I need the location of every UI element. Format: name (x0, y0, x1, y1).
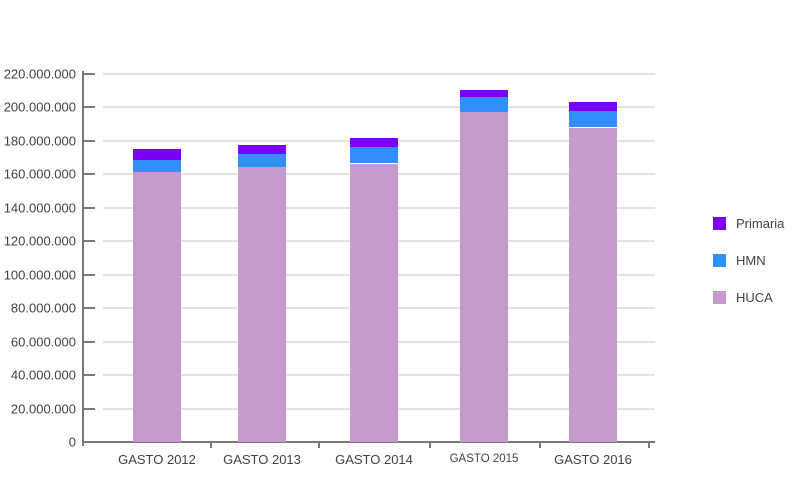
y-axis-tick (82, 173, 95, 176)
bar-segment-primaria-gasto-2013[interactable] (238, 145, 286, 155)
legend-label: HMN (736, 253, 766, 268)
y-axis-tick-label: 160.000.000 (3, 166, 76, 182)
y-axis-tick (82, 407, 95, 410)
legend-item-hmn: HMN (713, 254, 784, 267)
bar-segment-primaria-gasto-2014[interactable] (350, 138, 398, 147)
bar-segment-hmn-gasto-2015[interactable] (460, 97, 508, 112)
bar-segment-huca-gasto-2014[interactable] (350, 163, 398, 442)
x-axis-tick (429, 443, 431, 448)
y-axis-tick-label: 100.000.000 (3, 267, 76, 283)
primaria-swatch-icon (713, 217, 726, 230)
y-gridline (103, 73, 655, 75)
bar-segment-huca-gasto-2015[interactable] (460, 111, 508, 442)
x-axis-tick (318, 443, 320, 448)
y-axis-tick-label: 80.000.000 (10, 300, 76, 316)
y-axis-tick (82, 206, 95, 209)
y-axis-tick-label: 20.000.000 (10, 401, 76, 417)
y-axis-tick (82, 106, 95, 109)
x-axis-category-label: GASTO 2013 (223, 452, 301, 467)
chart-legend: Primaria HMN HUCA (713, 217, 784, 328)
bar-segment-hmn-gasto-2012[interactable] (133, 160, 181, 172)
bar-segment-huca-gasto-2013[interactable] (238, 166, 286, 442)
bar-segment-hmn-gasto-2013[interactable] (238, 154, 286, 167)
x-axis-tick (647, 443, 650, 448)
huca-swatch-icon (713, 291, 726, 304)
y-axis-tick-label: 0 (68, 434, 76, 450)
bar-segment-primaria-gasto-2012[interactable] (133, 149, 181, 161)
y-axis-tick (82, 273, 95, 276)
legend-label: HUCA (736, 290, 773, 305)
y-gridline (103, 106, 655, 109)
y-axis-line (82, 71, 84, 446)
y-axis-tick-label: 120.000.000 (3, 233, 76, 249)
y-axis-tick-label: 200.000.000 (3, 99, 76, 115)
legend-item-huca: HUCA (713, 291, 784, 304)
bar-segment-hmn-gasto-2016[interactable] (569, 110, 617, 128)
x-axis-category-label: GASTO 2012 (118, 452, 196, 467)
x-axis-line (88, 441, 655, 443)
y-axis-tick (82, 73, 95, 75)
y-axis-tick-label: 180.000.000 (3, 133, 76, 149)
bar-segment-huca-gasto-2012[interactable] (133, 171, 181, 442)
y-axis-tick (82, 139, 95, 142)
hmn-swatch-icon (713, 254, 726, 267)
y-axis-tick-label: 220.000.000 (3, 66, 76, 82)
x-axis-category-label: GASTO 2016 (554, 452, 632, 467)
bar-segment-huca-gasto-2016[interactable] (569, 127, 617, 442)
y-axis-tick (82, 240, 95, 243)
x-axis-category-label: GASTO 2015 (449, 453, 519, 465)
y-axis-tick-label: 60.000.000 (10, 334, 76, 350)
y-axis-tick (82, 340, 95, 343)
bar-segment-primaria-gasto-2015[interactable] (460, 89, 508, 98)
bar-segment-primaria-gasto-2016[interactable] (569, 102, 617, 111)
y-axis-tick (82, 307, 95, 310)
legend-label: Primaria (736, 216, 785, 231)
y-axis-tick-label: 40.000.000 (10, 367, 76, 383)
x-axis-category-label: GASTO 2014 (335, 452, 413, 467)
bar-segment-hmn-gasto-2014[interactable] (350, 146, 398, 164)
y-axis-tick-label: 140.000.000 (3, 200, 76, 216)
x-axis-tick (209, 443, 212, 448)
x-axis-tick (538, 443, 541, 448)
y-axis-tick (82, 374, 95, 377)
legend-item-primaria: Primaria (713, 217, 784, 230)
